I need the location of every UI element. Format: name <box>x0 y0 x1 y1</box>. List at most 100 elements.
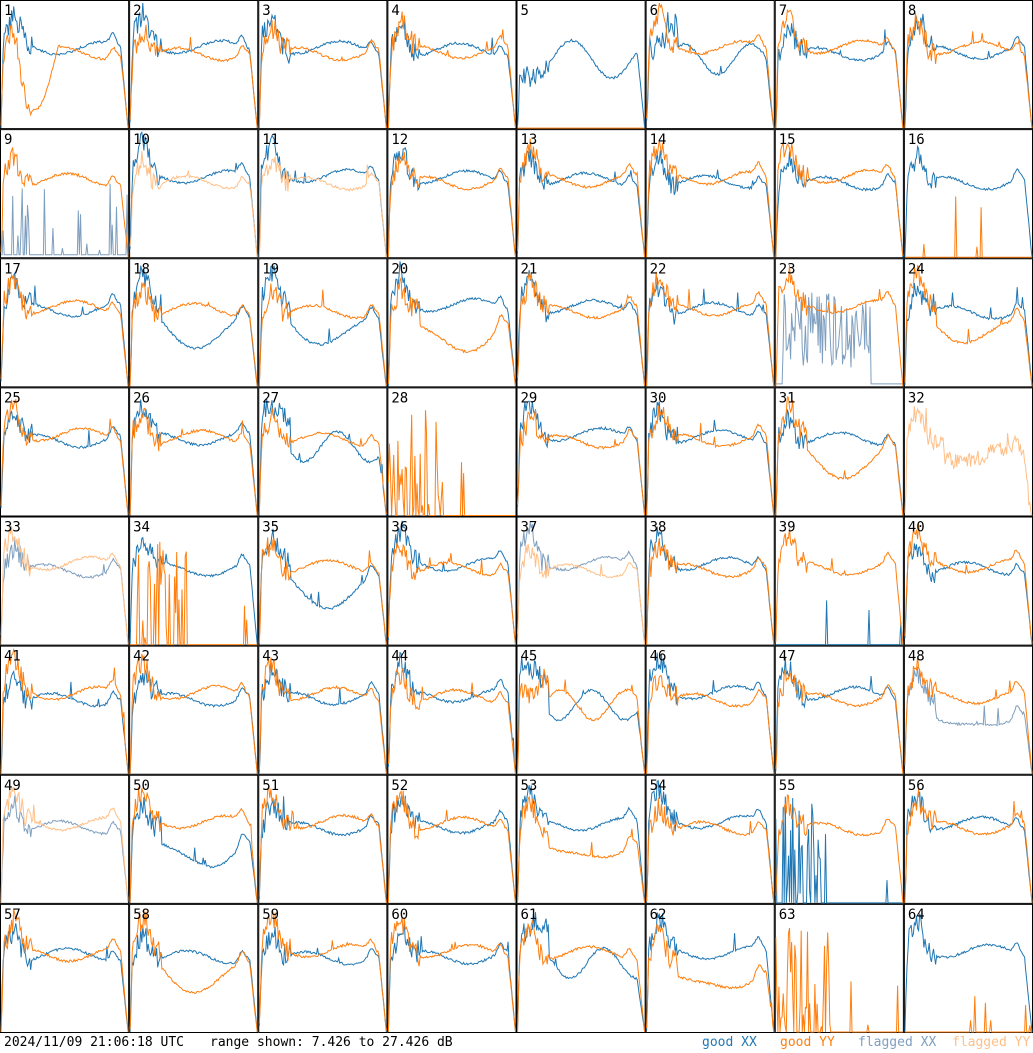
series-yy-54 <box>646 798 775 903</box>
panel-frame <box>387 774 517 904</box>
panel-label: 53 <box>521 778 538 794</box>
series-xx-34 <box>129 536 258 645</box>
panel-label: 30 <box>650 390 667 406</box>
legend-flagged-yy: flagged YY <box>952 1035 1030 1050</box>
series-xx-13 <box>517 149 646 258</box>
panel-frame <box>645 129 775 259</box>
panel-25: 25 <box>0 387 130 517</box>
panel-frame <box>129 645 259 775</box>
panel-label: 23 <box>779 261 796 277</box>
series-xx-27 <box>258 398 387 516</box>
series-yy-1 <box>0 23 129 129</box>
series-yy-43 <box>258 657 387 774</box>
series-yy-23 <box>775 264 904 387</box>
series-xx-36 <box>387 520 516 645</box>
series-yy-53 <box>517 795 646 903</box>
panel-39: 39 <box>774 516 904 646</box>
panel-56: 56 <box>903 774 1033 904</box>
footer: 2024/11/09 21:06:18 UTC range shown: 7.4… <box>0 1033 1033 1053</box>
panel-label: 64 <box>908 907 925 923</box>
panel-label: 11 <box>262 132 279 148</box>
series-xx-35 <box>258 528 387 645</box>
panel-frame <box>903 774 1033 904</box>
panel-8: 8 <box>903 0 1033 130</box>
panel-frame <box>903 645 1033 775</box>
panel-label: 47 <box>779 649 796 665</box>
panel-43: 43 <box>258 645 388 775</box>
panel-12: 12 <box>387 129 517 259</box>
panel-label: 46 <box>650 649 667 665</box>
series-yy-24 <box>904 264 1033 387</box>
panel-label: 59 <box>262 907 279 923</box>
series-xx-8 <box>904 13 1033 129</box>
series-yy-19 <box>258 283 387 387</box>
panel-label: 38 <box>650 520 667 536</box>
series-xx-7 <box>775 23 904 129</box>
series-yy-8 <box>904 13 1033 129</box>
series-xx-16 <box>904 144 1033 258</box>
panel-frame <box>645 387 775 517</box>
panel-31: 31 <box>774 387 904 517</box>
panel-5: 5 <box>516 0 646 130</box>
series-yy-55 <box>775 794 904 903</box>
panel-9: 9 <box>0 129 130 259</box>
series-yy-37 <box>517 543 646 645</box>
panel-frame <box>645 516 775 646</box>
legend-good-yy: good YY <box>780 1035 835 1050</box>
panel-frame <box>903 903 1033 1033</box>
panel-frame <box>258 516 388 646</box>
panel-frame <box>387 903 517 1033</box>
legend-good-yy-pol: YY <box>819 1035 835 1050</box>
panel-frame <box>645 903 775 1033</box>
panel-label: 29 <box>521 390 538 406</box>
series-yy-52 <box>387 790 516 903</box>
series-yy-17 <box>0 273 129 387</box>
panel-57: 57 <box>0 903 130 1033</box>
series-yy-33 <box>0 525 129 645</box>
series-yy-49 <box>0 786 129 903</box>
panel-frame <box>516 129 646 259</box>
panel-label: 32 <box>908 390 925 406</box>
panel-label: 19 <box>262 261 279 277</box>
panel-7: 7 <box>774 0 904 130</box>
legend-flagged-xx-pol: XX <box>920 1035 937 1050</box>
series-yy-2 <box>129 24 258 129</box>
panel-label: 16 <box>908 132 925 148</box>
panel-frame <box>903 387 1033 517</box>
panel-label: 1 <box>4 3 12 19</box>
series-yy-61 <box>517 919 646 1033</box>
panel-label: 18 <box>133 261 150 277</box>
legend-good-xx-pol: XX <box>741 1035 757 1050</box>
series-xx-1 <box>0 6 129 129</box>
series-yy-13 <box>517 138 646 258</box>
panel-label: 20 <box>391 261 408 277</box>
series-yy-62 <box>646 924 775 1033</box>
panel-frame <box>516 258 646 388</box>
panel-27: 27 <box>258 387 388 517</box>
panel-frame <box>387 645 517 775</box>
panel-frame <box>0 258 130 388</box>
panel-6: 6 <box>645 0 775 130</box>
panel-label: 34 <box>133 520 150 536</box>
panel-label: 22 <box>650 261 667 277</box>
series-yy-48 <box>904 656 1033 774</box>
panel-frame <box>516 774 646 904</box>
panel-60: 60 <box>387 903 517 1033</box>
panel-36: 36 <box>387 516 517 646</box>
legend-flagged-xx: flagged XX <box>858 1035 936 1050</box>
panel-46: 46 <box>645 645 775 775</box>
panel-label: 51 <box>262 778 279 794</box>
series-xx-6 <box>646 12 775 129</box>
series-xx-56 <box>904 791 1033 903</box>
series-yy-57 <box>0 908 129 1033</box>
series-yy-41 <box>0 648 129 774</box>
panel-42: 42 <box>129 645 259 775</box>
series-xx-3 <box>258 13 387 129</box>
series-xx-64 <box>904 913 1033 1033</box>
panel-label: 63 <box>779 907 796 923</box>
panel-10: 10 <box>129 129 259 259</box>
series-yy-38 <box>646 537 775 645</box>
panel-15: 15 <box>774 129 904 259</box>
panel-frame <box>0 0 130 130</box>
